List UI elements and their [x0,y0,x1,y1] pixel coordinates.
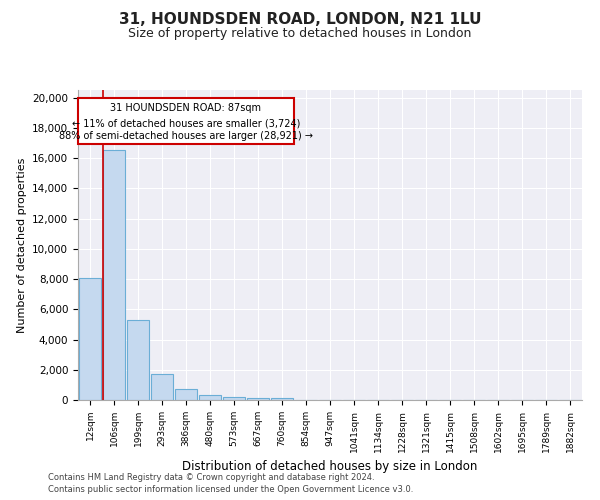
Bar [103,150,125,400]
Text: Contains HM Land Registry data © Crown copyright and database right 2024.: Contains HM Land Registry data © Crown c… [48,472,374,482]
Bar [79,98,293,144]
Text: 31 HOUNDSDEN ROAD: 87sqm: 31 HOUNDSDEN ROAD: 87sqm [110,104,262,114]
Text: 88% of semi-detached houses are larger (28,921) →: 88% of semi-detached houses are larger (… [59,132,313,141]
Text: ← 11% of detached houses are smaller (3,724): ← 11% of detached houses are smaller (3,… [72,118,300,128]
Bar [271,398,293,400]
Bar [79,278,101,400]
Bar [199,396,221,400]
Bar [175,388,197,400]
Y-axis label: Number of detached properties: Number of detached properties [17,158,26,332]
Bar [151,374,173,400]
Bar [223,397,245,400]
Bar [247,398,269,400]
X-axis label: Distribution of detached houses by size in London: Distribution of detached houses by size … [182,460,478,473]
Text: 31, HOUNDSDEN ROAD, LONDON, N21 1LU: 31, HOUNDSDEN ROAD, LONDON, N21 1LU [119,12,481,28]
Bar [127,320,149,400]
Text: Contains public sector information licensed under the Open Government Licence v3: Contains public sector information licen… [48,485,413,494]
Text: Size of property relative to detached houses in London: Size of property relative to detached ho… [128,28,472,40]
